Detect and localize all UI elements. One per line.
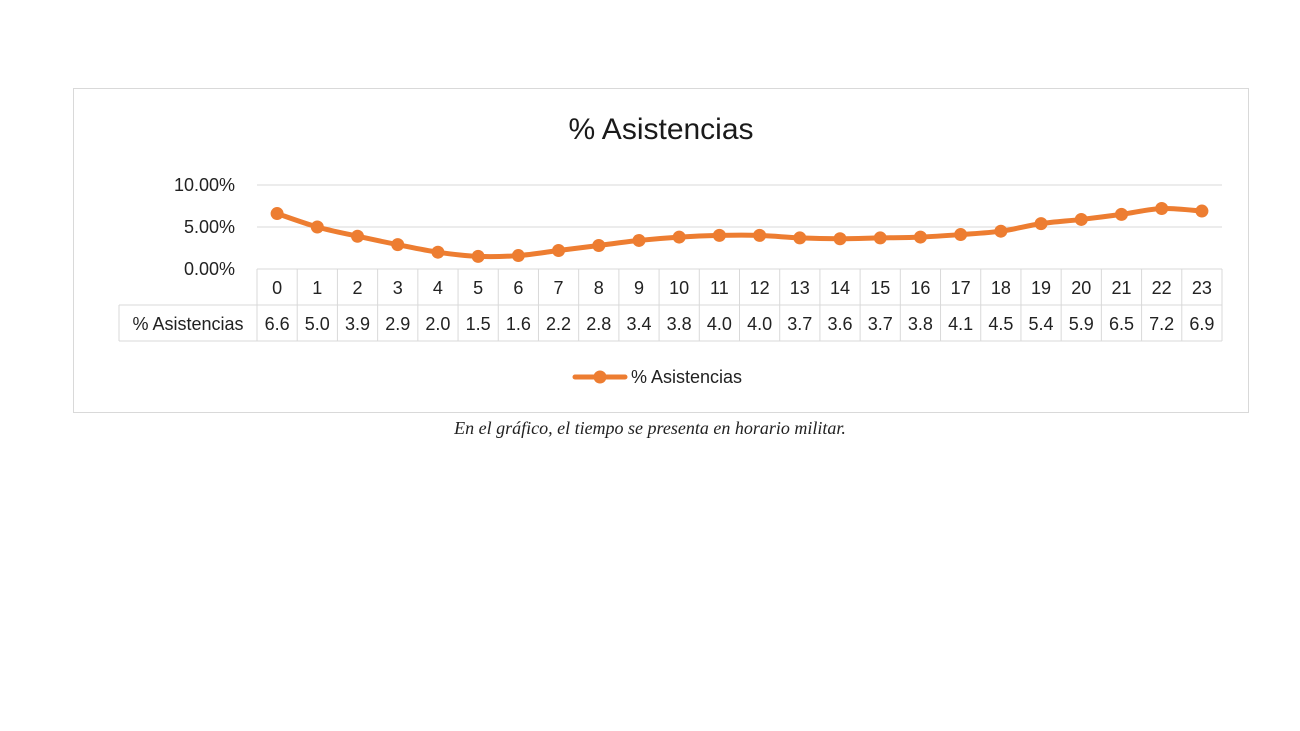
data-label: 3.7: [787, 314, 812, 334]
x-tick-label: 15: [870, 278, 890, 298]
data-point: [471, 249, 485, 263]
data-label: 4.1: [948, 314, 973, 334]
x-tick-label: 16: [910, 278, 930, 298]
data-label: 2.0: [425, 314, 450, 334]
data-label: 3.8: [908, 314, 933, 334]
x-tick-label: 20: [1071, 278, 1091, 298]
data-point: [913, 230, 927, 244]
data-point: [1114, 207, 1128, 221]
data-label: 2.8: [586, 314, 611, 334]
data-label: 3.9: [345, 314, 370, 334]
data-label: 5.0: [305, 314, 330, 334]
data-label: 5.4: [1029, 314, 1054, 334]
x-tick-label: 19: [1031, 278, 1051, 298]
x-tick-label: 21: [1111, 278, 1131, 298]
table-series-label: % Asistencias: [132, 314, 243, 334]
chart-plot: 0.00%5.00%10.00%0 1 2 3 4 5 6 7 8 9 10 11 12 13 14 15 16…: [118, 175, 1223, 387]
y-tick-label: 5.00%: [184, 217, 235, 237]
data-label: 1.6: [506, 314, 531, 334]
data-point: [833, 232, 847, 246]
x-tick-label: 2: [353, 278, 363, 298]
data-point: [793, 231, 807, 245]
x-tick-label: 14: [830, 278, 850, 298]
x-tick-label: 8: [594, 278, 604, 298]
x-tick-label: 11: [710, 278, 729, 298]
x-tick-label: 0: [272, 278, 282, 298]
data-point: [270, 207, 284, 221]
data-label: 5.9: [1069, 314, 1094, 334]
y-tick-label: 10.00%: [174, 175, 235, 195]
x-tick-label: 4: [433, 278, 443, 298]
data-point: [712, 228, 726, 242]
data-label: 3.6: [828, 314, 853, 334]
data-label: 6.5: [1109, 314, 1134, 334]
x-tick-label: 6: [513, 278, 523, 298]
data-label: 1.5: [466, 314, 491, 334]
x-tick-label: 22: [1152, 278, 1172, 298]
data-label: 2.9: [385, 314, 410, 334]
x-tick-label: 13: [790, 278, 810, 298]
legend-label: % Asistencias: [631, 367, 742, 387]
data-point: [592, 238, 606, 252]
series-line: [274, 205, 1205, 260]
data-label: 7.2: [1149, 314, 1174, 334]
data-point: [1034, 217, 1048, 231]
data-label: 3.4: [626, 314, 651, 334]
data-point: [552, 244, 566, 258]
data-label: 6.9: [1189, 314, 1214, 334]
data-point: [1195, 204, 1209, 218]
data-point: [954, 228, 968, 242]
data-label: 3.7: [868, 314, 893, 334]
data-label: 6.6: [265, 314, 290, 334]
data-point: [310, 220, 324, 234]
data-point: [511, 249, 525, 263]
figure-caption: En el gráfico, el tiempo se presenta en …: [454, 418, 846, 438]
data-label: 4.0: [707, 314, 732, 334]
legend-marker: [593, 370, 607, 384]
data-point: [351, 229, 365, 243]
data-point: [391, 238, 405, 252]
x-tick-label: 7: [554, 278, 564, 298]
x-tick-label: 3: [393, 278, 403, 298]
data-point: [1074, 212, 1088, 226]
x-tick-label: 9: [634, 278, 644, 298]
x-tick-label: 5: [473, 278, 483, 298]
data-point: [873, 231, 887, 245]
data-point: [632, 233, 646, 247]
x-tick-label: 18: [991, 278, 1011, 298]
data-point: [994, 224, 1008, 238]
chart-container: % Asistencias 0.00% 5.00% 10.00% 0 1 2 3 4 5 6 7 8 9…: [73, 88, 1249, 413]
data-point: [431, 245, 445, 259]
x-tick-label: 23: [1192, 278, 1212, 298]
chart-title: % Asistencias: [568, 113, 754, 146]
data-point: [672, 230, 686, 244]
data-label: 2.2: [546, 314, 571, 334]
data-point: [753, 228, 767, 242]
x-tick-label: 10: [669, 278, 689, 298]
data-label: 4.5: [988, 314, 1013, 334]
data-point: [1155, 202, 1169, 216]
x-tick-label: 12: [750, 278, 770, 298]
x-tick-label: 17: [951, 278, 971, 298]
data-label: 3.8: [667, 314, 692, 334]
data-label: 4.0: [747, 314, 772, 334]
x-tick-label: 1: [312, 278, 322, 298]
y-tick-label: 0.00%: [184, 259, 235, 279]
